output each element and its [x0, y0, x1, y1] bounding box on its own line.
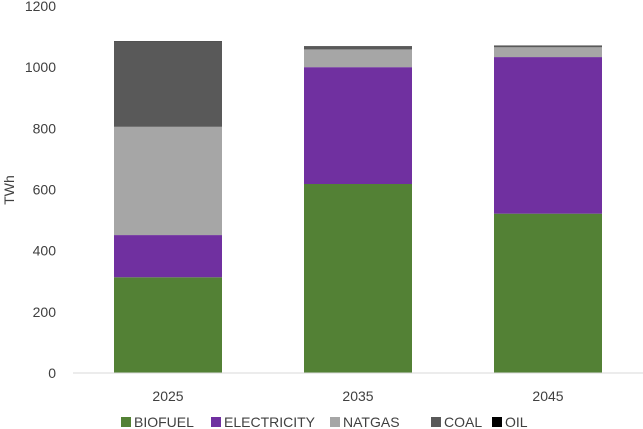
bar-biofuel-2025	[114, 277, 222, 373]
bar-biofuel-2035	[304, 183, 412, 373]
legend-label-electricity: ELECTRICITY	[224, 414, 316, 429]
bar-natgas-2045	[494, 47, 602, 58]
bars	[114, 41, 602, 373]
bar-electricity-2035	[304, 67, 412, 184]
legend-label-biofuel: BIOFUEL	[134, 414, 194, 429]
y-axis-label: TWh	[1, 175, 17, 205]
bar-coal-2045	[494, 45, 602, 48]
bar-natgas-2025	[114, 126, 222, 236]
bar-electricity-2025	[114, 235, 222, 278]
legend-label-coal: COAL	[444, 414, 482, 429]
x-tick-label: 2025	[152, 388, 183, 404]
x-tick-label: 2035	[342, 388, 373, 404]
legend: BIOFUEL ELECTRICITY NATGAS COAL OIL	[121, 414, 528, 429]
legend-label-natgas: NATGAS	[343, 414, 400, 429]
legend-swatch-natgas	[330, 417, 340, 427]
x-axis-ticks: 2025 2035 2045	[152, 388, 563, 404]
bar-natgas-2035	[304, 49, 412, 68]
x-tick-label: 2045	[532, 388, 563, 404]
bar-electricity-2045	[494, 57, 602, 214]
y-tick-label: 1200	[25, 0, 56, 14]
legend-swatch-electricity	[211, 417, 221, 427]
bar-oil-2025	[114, 41, 222, 42]
bar-oil-2035	[304, 46, 412, 47]
bar-coal-2035	[304, 46, 412, 50]
bar-biofuel-2045	[494, 213, 602, 373]
legend-swatch-biofuel	[121, 417, 131, 427]
legend-swatch-coal	[431, 417, 441, 427]
legend-label-oil: OIL	[505, 414, 528, 429]
y-tick-label: 600	[33, 182, 57, 198]
y-tick-label: 1000	[25, 59, 56, 75]
legend-swatch-oil	[492, 417, 502, 427]
y-axis-ticks: 0 200 400 600 800 1000 1200	[25, 0, 56, 381]
y-tick-label: 200	[33, 304, 57, 320]
bar-coal-2025	[114, 41, 222, 127]
y-tick-label: 800	[33, 120, 57, 136]
y-tick-label: 400	[33, 243, 57, 259]
y-tick-label: 0	[48, 365, 56, 381]
